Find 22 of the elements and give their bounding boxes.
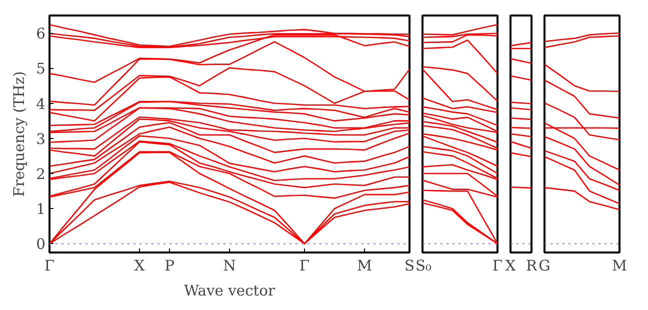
x-tick-label: Γ bbox=[299, 258, 310, 274]
y-tick-label: 5 bbox=[36, 60, 46, 78]
x-axis-title: Wave vector bbox=[184, 282, 276, 300]
y-axis-title: Frequency (THz) bbox=[11, 71, 28, 197]
y-tick-label: 4 bbox=[36, 96, 46, 113]
x-tick-label: S bbox=[404, 258, 415, 274]
y-tick-label: 1 bbox=[36, 201, 46, 218]
x-tick-label: G bbox=[538, 258, 550, 274]
x-tick-label: X bbox=[505, 258, 516, 274]
y-tick-label: 0 bbox=[36, 236, 46, 254]
x-tick-label: S₀ bbox=[416, 258, 432, 274]
x-tick-label: Γ bbox=[44, 258, 55, 274]
x-tick-label: R bbox=[526, 258, 538, 274]
x-tick-label: X bbox=[134, 258, 146, 274]
x-tick-label: N bbox=[223, 258, 236, 274]
x-tick-label: M bbox=[612, 258, 628, 274]
x-tick-label: Γ bbox=[492, 258, 503, 274]
y-tick-label: 3 bbox=[36, 130, 46, 148]
x-tick-label: P bbox=[164, 258, 175, 274]
x-tick-label: M bbox=[356, 258, 372, 274]
y-tick-label: 2 bbox=[36, 166, 46, 183]
y-tick-label: 6 bbox=[36, 26, 46, 43]
